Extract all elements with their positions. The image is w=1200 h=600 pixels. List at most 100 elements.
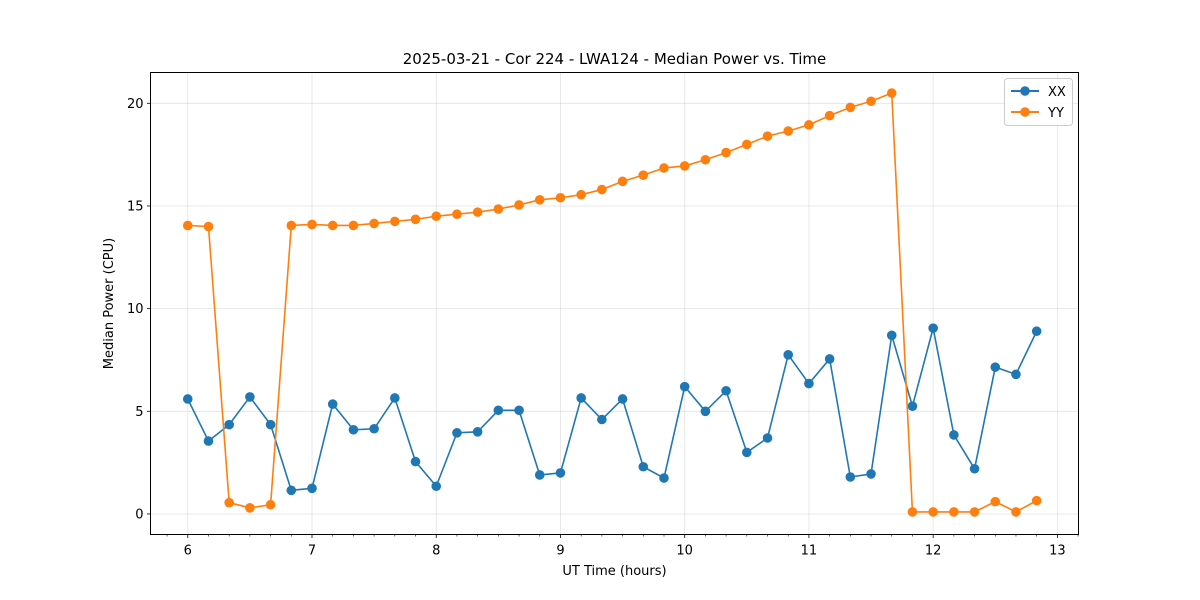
data-point-yy	[1011, 507, 1021, 517]
data-point-yy	[307, 219, 317, 230]
data-point-yy	[390, 216, 400, 227]
data-point-xx	[928, 323, 938, 333]
x-tick-label: 8	[432, 544, 440, 559]
data-point-yy	[638, 170, 649, 180]
data-point-yy	[534, 195, 545, 205]
y-axis-label: Median Power (CPU)	[102, 238, 117, 369]
data-point-xx	[327, 399, 338, 409]
data-point-yy	[514, 200, 524, 210]
x-tick-label: 13	[1049, 544, 1066, 559]
data-point-xx	[555, 468, 566, 478]
data-point-yy	[1031, 495, 1042, 506]
data-point-xx	[949, 430, 959, 440]
data-point-yy	[969, 507, 980, 517]
data-point-yy	[824, 110, 835, 121]
data-point-xx	[866, 469, 876, 479]
data-point-yy	[493, 204, 504, 214]
data-point-xx	[203, 436, 214, 446]
chart-title: 2025-03-21 - Cor 224 - LWA124 - Median P…	[403, 50, 827, 68]
data-point-xx	[245, 392, 255, 402]
data-point-xx	[783, 350, 794, 360]
data-point-xx	[493, 405, 504, 416]
x-tick-label: 12	[925, 544, 942, 559]
data-point-yy	[907, 507, 918, 517]
data-point-xx	[472, 427, 483, 437]
data-point-xx	[659, 473, 669, 483]
data-point-xx	[886, 330, 897, 341]
legend-marker-xx	[1020, 86, 1030, 96]
data-point-xx	[638, 461, 649, 472]
plot-frame	[150, 72, 1079, 535]
data-point-xx	[907, 401, 918, 411]
data-point-yy	[224, 497, 234, 508]
data-point-yy	[182, 220, 193, 231]
legend-label-yy: YY	[1047, 106, 1064, 121]
data-point-xx	[348, 424, 359, 435]
y-tick-label: 20	[127, 97, 144, 112]
data-point-xx	[742, 447, 752, 458]
data-point-yy	[866, 96, 876, 107]
data-point-yy	[886, 88, 897, 98]
x-tick-label: 7	[308, 544, 316, 559]
data-point-xx	[369, 423, 379, 434]
data-point-yy	[452, 209, 462, 219]
data-point-xx	[1011, 369, 1021, 380]
data-point-yy	[804, 120, 814, 130]
data-point-xx	[597, 414, 607, 425]
data-point-yy	[990, 496, 1001, 507]
data-point-xx	[224, 419, 234, 430]
data-point-yy	[679, 161, 690, 171]
data-point-yy	[845, 102, 856, 113]
data-point-xx	[700, 406, 711, 417]
data-point-yy	[369, 218, 379, 229]
data-point-yy	[327, 220, 338, 231]
data-point-yy	[617, 176, 628, 187]
data-point-xx	[182, 394, 193, 404]
data-point-xx	[265, 419, 276, 430]
data-point-xx	[617, 394, 628, 404]
y-tick-label: 0	[135, 507, 143, 522]
data-point-yy	[348, 220, 359, 231]
data-point-yy	[597, 184, 607, 195]
grid	[150, 72, 1079, 535]
data-point-xx	[824, 354, 835, 364]
data-point-xx	[762, 433, 773, 443]
data-point-yy	[431, 211, 442, 222]
data-point-yy	[783, 126, 794, 136]
data-point-yy	[410, 214, 421, 225]
data-point-xx	[307, 483, 317, 494]
legend-marker-yy	[1020, 107, 1030, 117]
data-point-yy	[762, 131, 773, 141]
x-tick-label: 6	[184, 544, 192, 559]
data-point-xx	[514, 405, 524, 416]
data-point-xx	[845, 472, 856, 482]
x-tick-label: 10	[676, 544, 693, 559]
data-point-xx	[1031, 326, 1042, 337]
data-point-yy	[555, 192, 566, 203]
data-point-yy	[721, 147, 731, 158]
y-tick-label: 10	[127, 302, 144, 317]
data-point-xx	[286, 485, 297, 496]
x-tick-label: 11	[801, 544, 818, 559]
data-point-xx	[410, 456, 421, 467]
series-layer	[182, 88, 1042, 517]
series-yy	[182, 88, 1042, 517]
data-point-xx	[576, 393, 586, 403]
data-point-xx	[990, 362, 1001, 372]
data-point-yy	[928, 507, 938, 517]
data-point-xx	[804, 378, 814, 389]
data-point-yy	[203, 221, 214, 232]
data-point-yy	[265, 499, 276, 510]
data-point-yy	[949, 507, 959, 517]
data-point-yy	[245, 503, 255, 513]
data-point-yy	[472, 207, 483, 217]
legend: XX YY	[1004, 78, 1073, 126]
data-point-yy	[576, 189, 586, 200]
data-point-yy	[286, 220, 297, 231]
data-point-yy	[742, 139, 752, 150]
ticks: 6 7 8 9 10 11 12 13 0 5 10 15 20	[127, 97, 1079, 559]
y-tick-label: 15	[127, 199, 144, 214]
data-point-yy	[700, 154, 711, 165]
series-xx	[182, 323, 1042, 496]
